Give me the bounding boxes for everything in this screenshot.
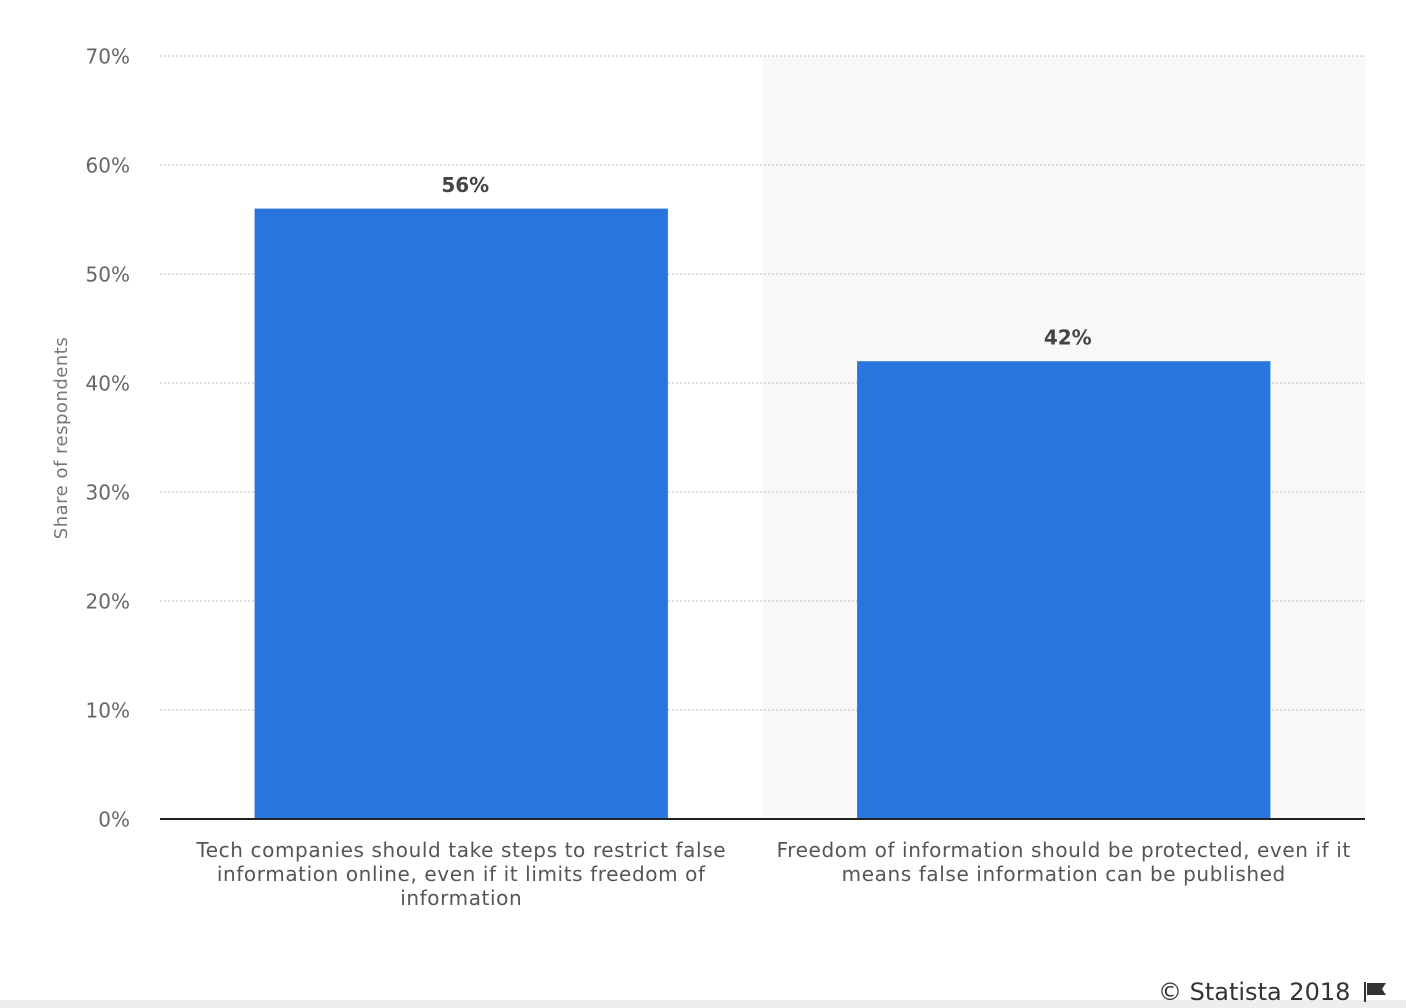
source: © Statista 2018 bbox=[1158, 978, 1387, 1006]
source-text: © Statista 2018 bbox=[1158, 978, 1351, 1006]
value-label: 56% bbox=[441, 173, 489, 197]
y-tick-label: 10% bbox=[86, 699, 130, 723]
bar bbox=[254, 208, 668, 820]
y-tick-label: 30% bbox=[86, 481, 130, 505]
y-tick-label: 0% bbox=[98, 808, 130, 832]
y-tick-label: 70% bbox=[86, 45, 130, 69]
y-tick-label: 40% bbox=[86, 372, 130, 396]
y-tick-label: 60% bbox=[86, 154, 130, 178]
value-label: 42% bbox=[1044, 326, 1092, 350]
bar bbox=[857, 361, 1271, 819]
y-tick-label: 50% bbox=[86, 263, 130, 287]
flag-icon bbox=[1364, 982, 1387, 1002]
y-tick-label: 20% bbox=[86, 590, 130, 614]
y-axis-label: Share of respondents bbox=[51, 337, 72, 539]
x-tick-label: Freedom of information should be protect… bbox=[776, 838, 1351, 886]
footer-bar bbox=[0, 1000, 1406, 1008]
x-tick-label: Tech companies should take steps to rest… bbox=[196, 838, 727, 910]
